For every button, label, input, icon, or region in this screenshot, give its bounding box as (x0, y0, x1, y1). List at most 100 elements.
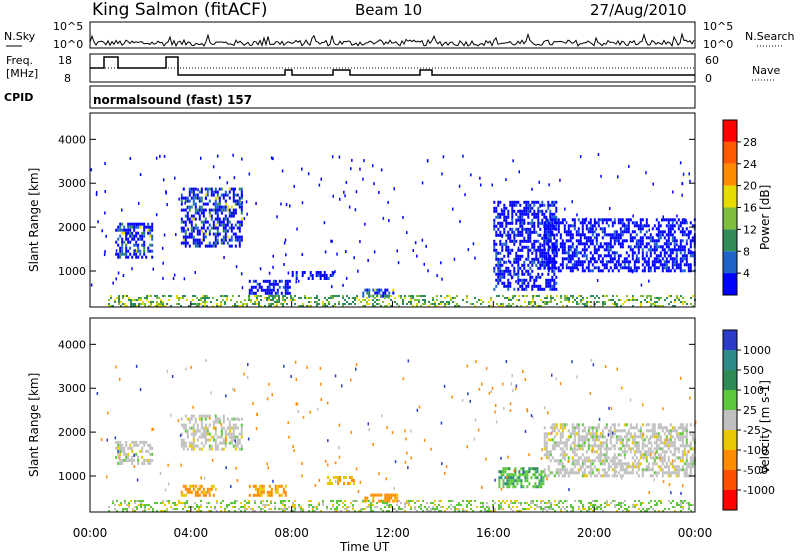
echo-region (180, 484, 217, 497)
power-y-ticks: 1000 2000 3000 4000 (58, 133, 695, 278)
colorbar-tick-label: 12 (743, 223, 757, 236)
noise-tick-left-bottom: 10^0 (53, 38, 83, 51)
noise-tick-right-top: 10^5 (703, 20, 733, 33)
colorbar-tick-label: 4 (743, 267, 750, 280)
nave-label: Nave (752, 64, 780, 77)
colorbar-tick-label: 20 (743, 180, 757, 193)
colorbar-tick-label: -500 (743, 464, 768, 477)
frequency-trace (90, 56, 695, 76)
velocity-colorbar: 1000 500 100 25 -25 -100 -500 -1000 (722, 329, 775, 511)
power-y-axis-label: Slant Range [km] (27, 168, 41, 272)
colorbar-swatch (723, 330, 737, 350)
colorbar-tick-label: -25 (743, 424, 761, 437)
power-colorbar-label: Power [dB] (758, 185, 772, 250)
x-tick-label: 08:00 (274, 526, 309, 540)
colorbar-tick-label: 25 (743, 404, 757, 417)
colorbar-swatch (723, 350, 737, 370)
date-title: 27/Aug/2010 (590, 1, 687, 19)
echo-region (180, 187, 243, 248)
colorbar-tick-label: 100 (743, 384, 764, 397)
noise-sky-trace (89, 32, 695, 48)
y-tick-label: 2000 (58, 426, 86, 439)
nsearch-label: N.Search (745, 30, 795, 43)
velocity-y-ticks: 1000 2000 3000 4000 (58, 338, 695, 483)
colorbar-swatch (723, 229, 737, 252)
x-tick-label: 00:00 (73, 526, 108, 540)
colorbar-swatch (723, 163, 737, 186)
x-tick-label: 16:00 (476, 526, 511, 540)
x-tick-label: 00:00 (678, 526, 713, 540)
y-tick-label: 3000 (58, 177, 86, 190)
colorbar-tick-label: 16 (743, 202, 757, 215)
cpid-label: CPID (4, 91, 33, 104)
noise-tick-left-top: 10^5 (53, 20, 83, 33)
colorbar-swatch (723, 470, 737, 490)
y-tick-label: 4000 (58, 338, 86, 351)
near-range-band (108, 500, 694, 512)
x-tick-label: 12:00 (375, 526, 410, 540)
x-axis-label: Time UT (339, 540, 390, 554)
x-tick-label: 20:00 (577, 526, 612, 540)
power-colorbar: 4 8 12 16 20 24 28 (722, 119, 757, 296)
colorbar-tick-label: -1000 (743, 484, 775, 497)
echo-region (115, 440, 154, 465)
nave-tick-bottom: 0 (705, 72, 712, 85)
colorbar-swatch (723, 120, 737, 142)
nave-tick-top: 60 (705, 54, 719, 67)
colorbar-swatch (723, 370, 737, 390)
colorbar-tick-label: -100 (743, 444, 768, 457)
echo-region (362, 493, 399, 503)
power-echo-cells (90, 153, 696, 307)
freq-tick-bottom: 8 (64, 72, 71, 85)
velocity-panel: 1000 2000 3000 4000 00:00 04:00 08:00 12:00 16:… (58, 301, 712, 540)
echo-region (180, 414, 243, 451)
velocity-y-axis-label: Slant Range [km] (27, 373, 41, 477)
y-tick-label: 1000 (58, 265, 86, 278)
colorbar-swatch (723, 207, 737, 230)
freq-tick-top: 18 (58, 54, 72, 67)
colorbar-tick-label: 28 (743, 136, 757, 149)
echo-region (327, 476, 355, 485)
colorbar-tick-label: 500 (743, 364, 764, 377)
colorbar-swatch (723, 490, 737, 510)
y-tick-label: 1000 (58, 470, 86, 483)
colorbar-swatch (723, 410, 737, 430)
scatter-echoes (96, 358, 697, 495)
colorbar-swatch (723, 251, 737, 274)
colorbar-swatch (723, 430, 737, 450)
noise-line (89, 32, 695, 48)
y-tick-label: 4000 (58, 133, 86, 146)
echo-region (115, 222, 154, 259)
y-tick-label: 3000 (58, 382, 86, 395)
cpid-text: normalsound (fast) 157 (93, 93, 252, 107)
nsky-label: N.Sky (4, 30, 36, 43)
colorbar-swatch (723, 185, 737, 208)
colorbar-swatch (723, 141, 737, 164)
colorbar-swatch (723, 450, 737, 470)
velocity-echo-cells (96, 358, 697, 512)
freq-panel (89, 53, 696, 83)
velocity-colorbar-label: Velocity [m s-1] (758, 380, 772, 474)
colorbar-swatch (723, 390, 737, 410)
y-tick-label: 2000 (58, 221, 86, 234)
power-panel: 1000 2000 3000 4000 (58, 112, 696, 308)
echo-region (291, 271, 334, 280)
near-range-band (108, 295, 696, 307)
colorbar-tick-label: 1000 (743, 344, 771, 357)
station-title: King Salmon (fitACF) (92, 0, 268, 20)
echo-region (543, 423, 696, 478)
beam-title: Beam 10 (355, 1, 422, 19)
colorbar-tick-label: 24 (743, 158, 757, 171)
colorbar-tick-label: 8 (743, 245, 750, 258)
scatter-echoes (90, 153, 692, 290)
noise-panel (89, 21, 696, 49)
noise-tick-right-bottom: 10^0 (703, 38, 733, 51)
echo-region (248, 279, 291, 295)
echo-region (493, 200, 558, 291)
frequency-step-line (90, 56, 695, 76)
echo-region (498, 467, 545, 489)
echo-region (248, 484, 287, 497)
x-tick-label: 04:00 (174, 526, 209, 540)
freq-label: Freq. (6, 54, 33, 67)
